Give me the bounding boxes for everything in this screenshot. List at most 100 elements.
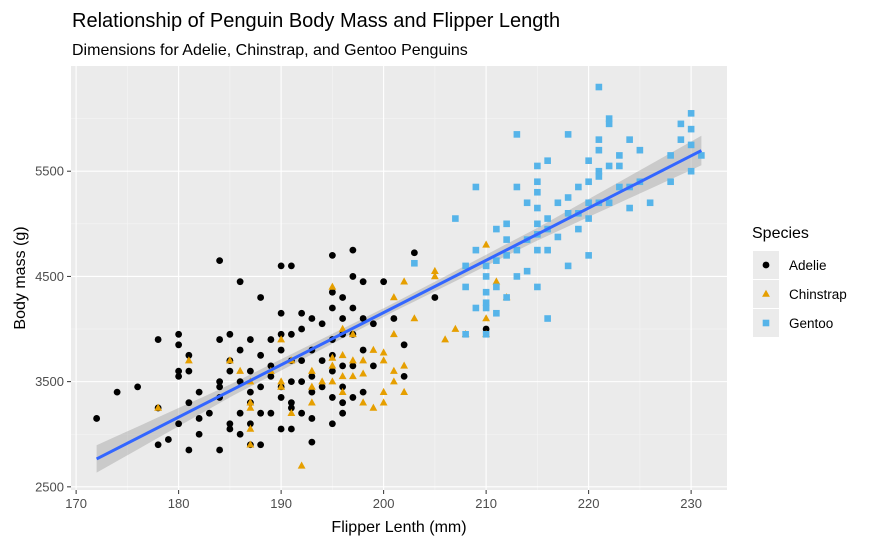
data-point-adelie	[339, 383, 347, 391]
x-tick-label: 220	[578, 496, 600, 511]
data-point-chinstrap	[389, 293, 398, 301]
y-tick-label: 4500	[35, 269, 64, 284]
y-axis-title: Body mass (g)	[12, 226, 29, 329]
data-point-gentoo	[626, 204, 633, 212]
data-point-gentoo	[482, 262, 490, 270]
data-point-adelie	[267, 372, 275, 380]
data-point-gentoo	[482, 330, 490, 338]
data-point-chinstrap	[277, 377, 286, 385]
data-point-adelie	[287, 425, 295, 433]
data-point-adelie	[308, 388, 316, 396]
data-point-adelie	[328, 304, 336, 312]
legend: Species Adelie Chinstrap Gentoo	[752, 225, 847, 337]
data-point-adelie	[287, 399, 295, 407]
data-point-gentoo	[687, 125, 695, 133]
data-point-gentoo	[687, 110, 695, 117]
data-point-chinstrap	[389, 329, 398, 338]
data-point-adelie	[369, 320, 377, 328]
x-tick-label: 170	[65, 496, 87, 511]
data-point-chinstrap	[287, 408, 296, 416]
data-point-gentoo	[667, 152, 674, 159]
data-point-adelie	[482, 325, 490, 333]
data-point-gentoo	[513, 246, 521, 254]
data-point-adelie	[93, 415, 101, 422]
data-point-adelie	[236, 278, 244, 286]
data-point-adelie	[349, 304, 357, 312]
data-point-adelie	[318, 383, 326, 391]
data-point-gentoo	[411, 259, 418, 267]
data-point-gentoo	[544, 215, 551, 222]
data-point-gentoo	[544, 157, 551, 164]
data-point-gentoo	[585, 252, 592, 259]
data-point-chinstrap	[338, 324, 347, 332]
data-point-chinstrap	[348, 329, 357, 338]
data-point-adelie	[339, 409, 347, 417]
data-point-gentoo	[595, 173, 603, 180]
data-point-gentoo	[513, 273, 521, 280]
data-point-chinstrap	[328, 282, 337, 290]
data-point-gentoo	[626, 136, 633, 143]
data-point-gentoo	[534, 162, 541, 170]
data-point-gentoo	[595, 167, 603, 175]
data-point-chinstrap	[441, 335, 450, 343]
data-point-adelie	[246, 367, 254, 375]
data-point-gentoo	[616, 152, 623, 159]
data-point-chinstrap	[359, 356, 368, 364]
data-point-adelie	[216, 383, 224, 391]
data-point-chinstrap	[328, 361, 337, 369]
data-point-chinstrap	[246, 403, 255, 411]
plot-panel	[71, 66, 727, 490]
data-point-chinstrap	[277, 335, 286, 343]
data-point-gentoo	[595, 146, 603, 154]
data-point-chinstrap	[307, 366, 316, 374]
data-point-adelie	[318, 357, 326, 364]
data-point-chinstrap	[430, 272, 439, 280]
data-point-adelie	[216, 257, 224, 265]
points-layer	[93, 83, 705, 469]
data-point-adelie	[185, 367, 193, 375]
data-point-gentoo	[472, 304, 480, 312]
data-point-gentoo	[462, 262, 469, 270]
y-tick-label: 5500	[35, 164, 64, 179]
data-point-adelie	[205, 409, 213, 417]
data-point-adelie	[185, 446, 193, 454]
data-point-gentoo	[482, 299, 490, 307]
data-point-chinstrap	[430, 266, 439, 274]
data-point-gentoo	[452, 215, 459, 222]
data-point-gentoo	[523, 267, 531, 275]
data-point-adelie	[226, 420, 234, 428]
data-point-adelie	[339, 399, 347, 407]
data-point-gentoo	[585, 178, 592, 186]
data-point-chinstrap	[246, 424, 255, 432]
data-point-adelie	[328, 367, 336, 375]
data-point-chinstrap	[492, 277, 501, 285]
data-point-adelie	[369, 362, 377, 370]
data-point-adelie	[277, 309, 285, 317]
data-point-chinstrap	[236, 366, 245, 374]
data-point-chinstrap	[410, 314, 419, 322]
data-point-adelie	[267, 336, 275, 343]
data-point-adelie	[359, 315, 367, 322]
data-point-chinstrap	[379, 387, 388, 395]
data-point-gentoo	[534, 188, 541, 196]
data-point-adelie	[298, 378, 306, 386]
y-tick-label: 2500	[35, 479, 64, 494]
data-point-gentoo	[595, 83, 603, 91]
data-point-gentoo	[534, 246, 541, 254]
data-point-gentoo	[523, 199, 531, 207]
data-point-gentoo	[513, 131, 521, 138]
data-point-adelie	[246, 336, 254, 343]
data-point-adelie	[257, 409, 265, 417]
data-point-chinstrap	[328, 353, 337, 361]
data-point-adelie	[287, 404, 295, 412]
data-point-adelie	[328, 420, 336, 428]
data-point-chinstrap	[359, 398, 368, 406]
data-point-adelie	[226, 425, 234, 433]
data-point-gentoo	[667, 178, 674, 186]
data-point-chinstrap	[338, 372, 347, 380]
data-point-adelie	[185, 399, 193, 407]
data-point-gentoo	[687, 167, 695, 175]
data-point-adelie	[185, 351, 193, 359]
data-point-adelie	[298, 309, 306, 317]
data-point-gentoo	[605, 120, 613, 128]
